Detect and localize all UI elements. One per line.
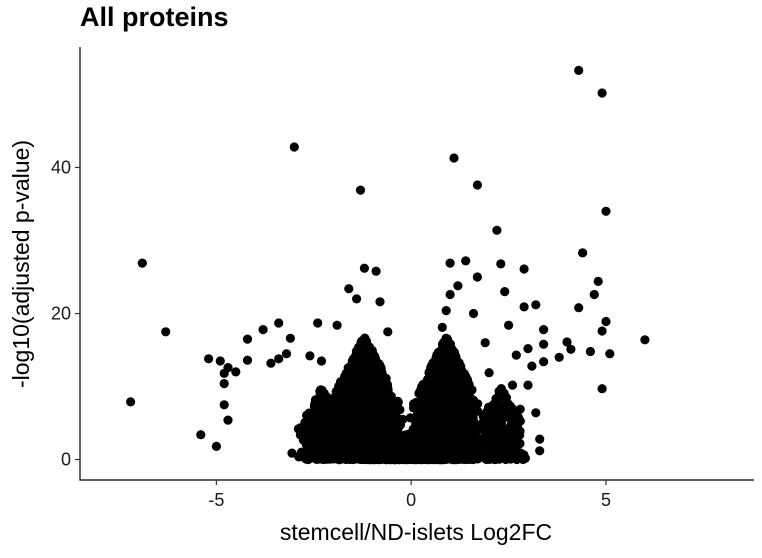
data-point	[360, 337, 370, 347]
data-point	[349, 361, 359, 371]
data-point	[444, 339, 454, 349]
data-point	[445, 427, 455, 437]
data-point	[453, 438, 463, 449]
data-point	[359, 360, 369, 370]
data-point	[357, 405, 367, 416]
data-point	[428, 364, 439, 374]
data-point	[444, 392, 454, 402]
data-point	[389, 405, 399, 416]
data-point	[427, 400, 437, 410]
data-point	[470, 405, 480, 415]
data-point	[351, 442, 361, 452]
data-point	[368, 425, 378, 435]
data-point	[408, 399, 419, 409]
data-point	[357, 372, 367, 382]
data-point	[366, 358, 376, 368]
data-point	[445, 412, 456, 422]
data-point	[339, 414, 349, 424]
data-point	[448, 378, 459, 388]
data-point	[457, 403, 467, 413]
data-point	[333, 388, 343, 398]
data-point	[454, 430, 464, 440]
data-point	[454, 388, 465, 398]
data-point	[354, 348, 364, 358]
data-point	[464, 437, 475, 447]
data-point	[346, 376, 356, 386]
data-point	[376, 384, 386, 394]
data-point	[435, 385, 445, 395]
data-point	[343, 429, 353, 439]
data-point	[368, 394, 378, 404]
data-point	[446, 404, 456, 414]
data-point	[346, 454, 356, 464]
data-point	[383, 384, 393, 394]
data-point	[381, 409, 391, 419]
data-point	[381, 420, 391, 430]
data-point	[371, 411, 381, 421]
points-layer	[126, 65, 650, 465]
data-point	[361, 440, 371, 450]
data-point	[358, 392, 368, 403]
data-point	[367, 386, 377, 396]
data-point	[364, 379, 374, 389]
data-point	[366, 350, 376, 360]
data-point	[442, 356, 453, 366]
data-point	[420, 416, 430, 427]
data-point	[452, 418, 462, 428]
data-point	[398, 414, 408, 424]
data-point	[429, 430, 439, 440]
data-point	[371, 372, 381, 382]
data-point	[464, 418, 474, 428]
data-point	[348, 395, 358, 405]
data-point	[454, 366, 464, 376]
chart-title: All proteins	[80, 2, 229, 32]
data-point	[367, 404, 378, 414]
data-point	[348, 388, 358, 398]
data-point	[437, 366, 447, 376]
data-point	[376, 393, 386, 403]
data-point	[356, 429, 366, 439]
data-point	[422, 384, 433, 394]
